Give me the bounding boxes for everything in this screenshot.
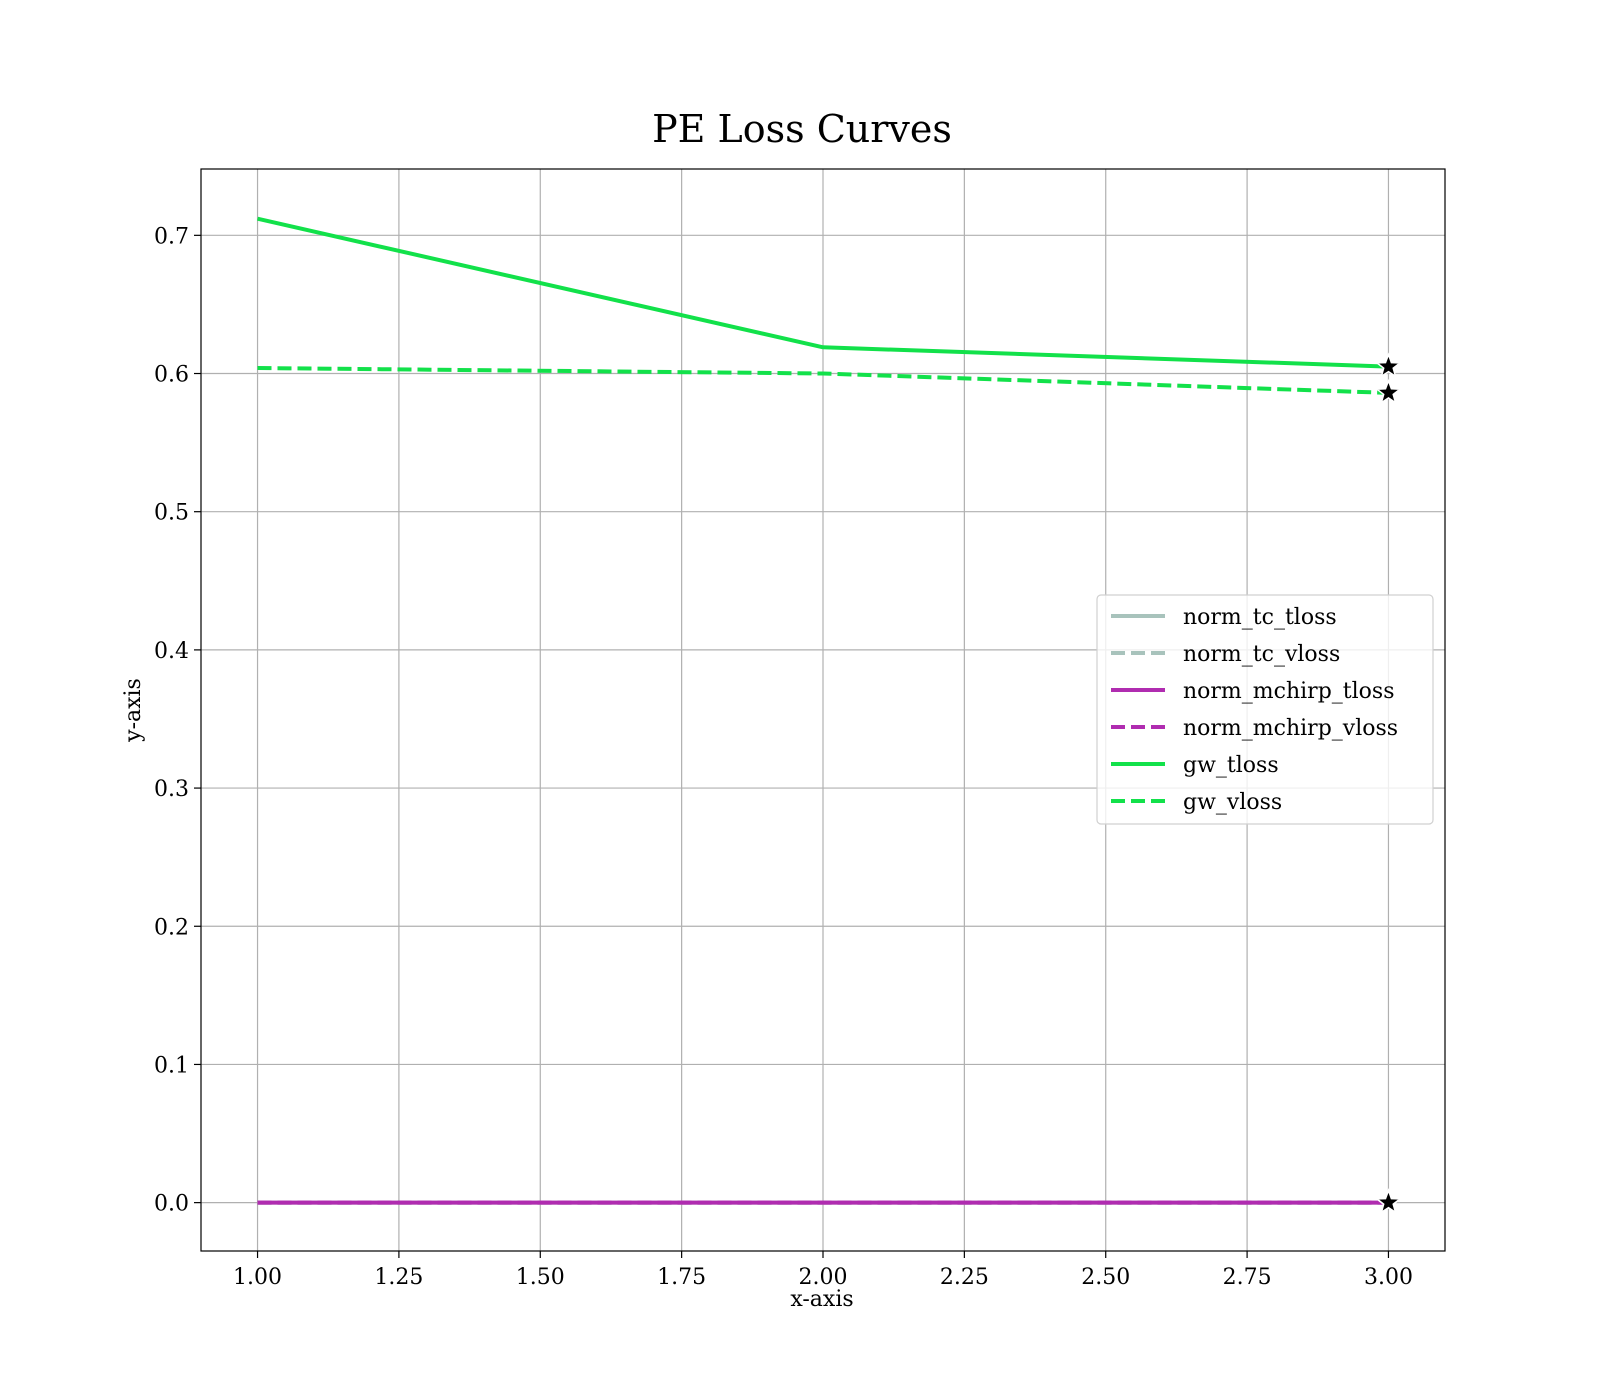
x-tick-label: 1.00 [233,1265,282,1290]
x-tick-label: 1.25 [374,1265,423,1290]
legend: norm_tc_tloss norm_tc_vloss norm_mchirp_tl… [1096,594,1434,825]
series-lines [257,216,1389,1205]
y-tick-label: 0.1 [154,1053,189,1078]
x-tick-label: 2.75 [1223,1265,1272,1290]
y-tick-label: 0.5 [154,501,189,526]
x-tick-label: 2.00 [799,1265,848,1290]
best-marker-star-gw_vloss [1374,378,1402,405]
x-axis-label: x-axis [790,1287,853,1312]
x-tick-label: 1.75 [657,1265,706,1290]
legend-label-gw_tloss: gw_tloss [1183,753,1279,778]
x-tick-label: 2.50 [1081,1265,1130,1290]
y-tick-label: 0.7 [154,224,189,249]
x-tick-label: 3.00 [1364,1265,1413,1290]
y-tick-label: 0.0 [154,1192,189,1217]
axis-ticks: 1.00 1.25 1.50 1.75 2.00 2.25 2.50 2.75 3.00 0.0 0… [154,224,1413,1290]
series-line-gw_tloss [257,216,1389,369]
y-tick-label: 0.6 [154,363,189,388]
x-tick-label: 1.50 [516,1265,565,1290]
legend-label-norm_tc_tloss: norm_tc_tloss [1183,605,1337,630]
y-tick-label: 0.2 [154,915,189,940]
y-tick-label: 0.4 [154,639,189,664]
series-line-gw_vloss [257,366,1389,395]
y-axis-label: y-axis [121,678,146,743]
y-tick-label: 0.3 [154,777,189,802]
legend-label-norm_mchirp_tloss: norm_mchirp_tloss [1183,679,1394,704]
chart-title: PE Loss Curves [652,107,952,151]
best-marker-star-norm_mchirp_vloss [1374,1188,1402,1215]
best-markers [1374,352,1402,1215]
legend-box [1096,594,1434,825]
legend-label-norm_mchirp_vloss: norm_mchirp_vloss [1183,716,1398,741]
legend-label-gw_vloss: gw_vloss [1183,790,1282,815]
best-marker-star-gw_tloss [1374,352,1402,379]
x-tick-label: 2.25 [940,1265,989,1290]
legend-label-norm_tc_vloss: norm_tc_vloss [1183,642,1340,667]
